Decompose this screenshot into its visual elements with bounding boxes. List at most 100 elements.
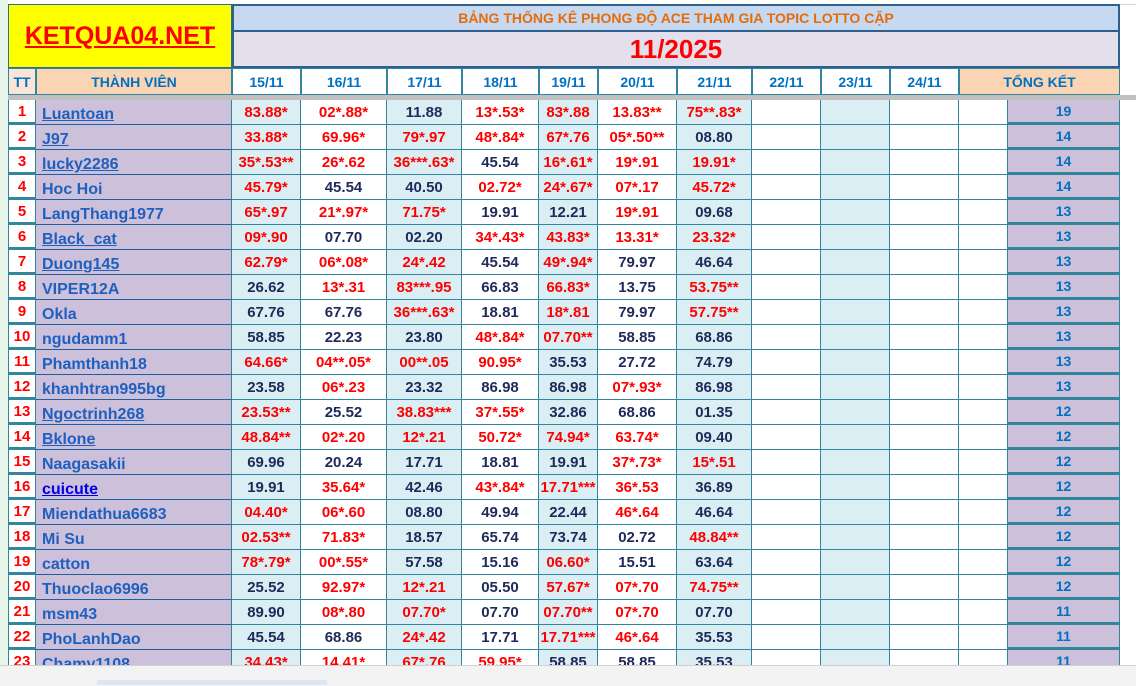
result-cell[interactable] <box>752 300 821 325</box>
result-cell[interactable]: 40.50 <box>387 175 462 200</box>
result-cell[interactable]: 48*.84* <box>462 325 539 350</box>
result-cell[interactable]: 57.75** <box>677 300 752 325</box>
result-cell[interactable]: 64.66* <box>232 350 301 375</box>
result-cell[interactable]: 08.80 <box>387 500 462 525</box>
result-cell[interactable]: 73.74 <box>539 525 598 550</box>
member-name[interactable]: Duong145 <box>36 250 232 275</box>
result-cell[interactable]: 86.98 <box>677 375 752 400</box>
result-cell[interactable]: 92.97* <box>301 575 387 600</box>
result-cell[interactable] <box>752 175 821 200</box>
result-cell[interactable] <box>821 250 890 275</box>
result-cell[interactable] <box>752 575 821 600</box>
result-cell[interactable]: 23.32 <box>387 375 462 400</box>
total-spacer[interactable] <box>959 475 1008 500</box>
result-cell[interactable]: 43*.84* <box>462 475 539 500</box>
result-cell[interactable]: 24*.42 <box>387 250 462 275</box>
result-cell[interactable] <box>890 575 959 600</box>
total-spacer[interactable] <box>959 550 1008 575</box>
result-cell[interactable] <box>890 225 959 250</box>
result-cell[interactable] <box>821 500 890 525</box>
result-cell[interactable] <box>752 275 821 300</box>
result-cell[interactable]: 35.53 <box>677 650 752 665</box>
result-cell[interactable]: 43.83* <box>539 225 598 250</box>
result-cell[interactable]: 49*.94* <box>539 250 598 275</box>
result-cell[interactable] <box>890 600 959 625</box>
result-cell[interactable]: 19.91* <box>677 150 752 175</box>
result-cell[interactable] <box>821 625 890 650</box>
result-cell[interactable] <box>890 425 959 450</box>
result-cell[interactable]: 74.79 <box>677 350 752 375</box>
result-cell[interactable]: 83*.88 <box>539 100 598 125</box>
result-cell[interactable]: 36.89 <box>677 475 752 500</box>
result-cell[interactable]: 25.52 <box>301 400 387 425</box>
result-cell[interactable]: 45.72* <box>677 175 752 200</box>
result-cell[interactable] <box>821 400 890 425</box>
result-cell[interactable]: 18.81 <box>462 450 539 475</box>
result-cell[interactable]: 46*.64 <box>598 625 677 650</box>
result-cell[interactable]: 19*.91 <box>598 150 677 175</box>
result-cell[interactable]: 62.79* <box>232 250 301 275</box>
result-cell[interactable]: 48.84** <box>677 525 752 550</box>
result-cell[interactable]: 34*.43* <box>462 225 539 250</box>
result-cell[interactable] <box>890 525 959 550</box>
result-cell[interactable]: 23.80 <box>387 325 462 350</box>
result-cell[interactable]: 21*.97* <box>301 200 387 225</box>
result-cell[interactable]: 79.97 <box>598 250 677 275</box>
total-spacer[interactable] <box>959 600 1008 625</box>
result-cell[interactable]: 83.88* <box>232 100 301 125</box>
result-cell[interactable] <box>752 150 821 175</box>
result-cell[interactable]: 58.85 <box>232 325 301 350</box>
horizontal-scrollbar[interactable] <box>97 680 327 685</box>
result-cell[interactable]: 48*.84* <box>462 125 539 150</box>
result-cell[interactable]: 71.83* <box>301 525 387 550</box>
total-spacer[interactable] <box>959 200 1008 225</box>
result-cell[interactable]: 25.52 <box>232 575 301 600</box>
result-cell[interactable] <box>821 525 890 550</box>
result-cell[interactable]: 12*.21 <box>387 425 462 450</box>
result-cell[interactable]: 36***.63* <box>387 150 462 175</box>
result-cell[interactable] <box>821 425 890 450</box>
result-cell[interactable] <box>821 375 890 400</box>
result-cell[interactable] <box>890 450 959 475</box>
total-spacer[interactable] <box>959 325 1008 350</box>
result-cell[interactable]: 09*.90 <box>232 225 301 250</box>
result-cell[interactable]: 89.90 <box>232 600 301 625</box>
result-cell[interactable]: 01.35 <box>677 400 752 425</box>
result-cell[interactable]: 07*.17 <box>598 175 677 200</box>
result-cell[interactable]: 08.80 <box>677 125 752 150</box>
member-name[interactable]: Luantoan <box>36 100 232 125</box>
result-cell[interactable]: 46.64 <box>677 250 752 275</box>
result-cell[interactable]: 02.72 <box>598 525 677 550</box>
result-cell[interactable]: 19.91 <box>539 450 598 475</box>
result-cell[interactable] <box>890 250 959 275</box>
result-cell[interactable] <box>890 150 959 175</box>
result-cell[interactable]: 09.40 <box>677 425 752 450</box>
result-cell[interactable]: 79.97 <box>598 300 677 325</box>
result-cell[interactable]: 65.74 <box>462 525 539 550</box>
result-cell[interactable]: 17.71*** <box>539 625 598 650</box>
result-cell[interactable] <box>752 100 821 125</box>
result-cell[interactable] <box>752 225 821 250</box>
result-cell[interactable]: 22.44 <box>539 500 598 525</box>
result-cell[interactable]: 14.41* <box>301 650 387 665</box>
result-cell[interactable]: 18.81 <box>462 300 539 325</box>
result-cell[interactable]: 79*.97 <box>387 125 462 150</box>
result-cell[interactable]: 33.88* <box>232 125 301 150</box>
result-cell[interactable]: 68.86 <box>598 400 677 425</box>
result-cell[interactable]: 67*.76 <box>539 125 598 150</box>
result-cell[interactable]: 53.75** <box>677 275 752 300</box>
result-cell[interactable]: 13.31* <box>598 225 677 250</box>
result-cell[interactable]: 02*.20 <box>301 425 387 450</box>
result-cell[interactable] <box>821 550 890 575</box>
result-cell[interactable]: 67.76 <box>232 300 301 325</box>
result-cell[interactable]: 86.98 <box>539 375 598 400</box>
result-cell[interactable]: 09.68 <box>677 200 752 225</box>
result-cell[interactable]: 05*.50** <box>598 125 677 150</box>
result-cell[interactable]: 04.40* <box>232 500 301 525</box>
result-cell[interactable] <box>890 275 959 300</box>
total-spacer[interactable] <box>959 175 1008 200</box>
member-name[interactable]: Black_cat <box>36 225 232 250</box>
result-cell[interactable] <box>752 200 821 225</box>
result-cell[interactable] <box>752 625 821 650</box>
result-cell[interactable] <box>821 125 890 150</box>
